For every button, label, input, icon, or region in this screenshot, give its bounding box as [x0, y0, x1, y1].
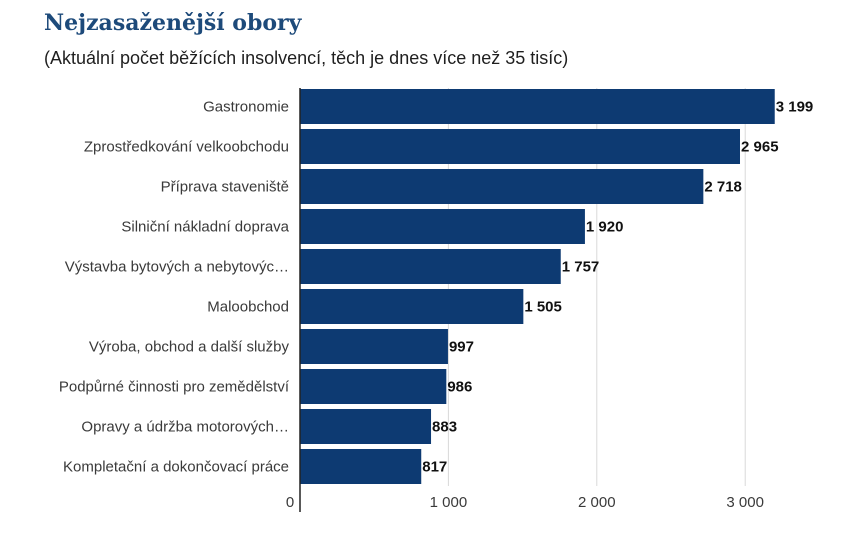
category-labels: Gastronomie Zprostředkování velkoobchodu P…: [59, 99, 290, 476]
value-labels: 3 199 2 965 2 718 1 920 1 757 1 505 997 986 883 8…: [422, 99, 813, 476]
value-label: 997: [449, 339, 474, 356]
category-label: Příprava staveniště: [161, 179, 289, 196]
value-label: 3 199: [776, 99, 814, 116]
bar: [300, 209, 585, 244]
bar: [300, 409, 432, 444]
value-label: 1 920: [586, 219, 624, 236]
bar: [300, 369, 447, 404]
category-label: Zprostředkování velkoobchodu: [84, 139, 289, 156]
bar: [300, 169, 704, 204]
category-label: Maloobchod: [207, 299, 289, 316]
x-tick-label: 3 000: [726, 494, 764, 511]
bar: [300, 329, 448, 364]
bar: [300, 89, 775, 124]
value-label: 883: [432, 419, 457, 436]
chart-title: Nejzasaženější obory: [44, 10, 302, 36]
bar: [300, 249, 561, 284]
bar: [300, 129, 741, 164]
value-label: 817: [422, 459, 447, 476]
value-label: 1 757: [562, 259, 600, 276]
x-tick-label: 0: [286, 494, 294, 511]
category-label: Podpůrné činnosti pro zemědělství: [59, 379, 290, 396]
x-tick-label: 1 000: [430, 494, 468, 511]
category-label: Výstavba bytových a nebytovýc…: [65, 259, 289, 276]
x-tick-label: 2 000: [578, 494, 616, 511]
value-label: 2 718: [704, 179, 742, 196]
x-axis-ticks: 0 1 000 2 000 3 000: [286, 494, 764, 511]
bar: [300, 289, 524, 324]
bar: [300, 449, 422, 484]
category-label: Opravy a údržba motorových…: [81, 419, 289, 436]
category-label: Výroba, obchod a další služby: [89, 339, 290, 356]
value-label: 1 505: [524, 299, 562, 316]
value-label: 986: [447, 379, 472, 396]
category-label: Kompletační a dokončovací práce: [63, 459, 289, 476]
category-label: Gastronomie: [203, 99, 289, 116]
value-label: 2 965: [741, 139, 779, 156]
bars: [300, 89, 775, 484]
category-label: Silniční nákladní doprava: [121, 219, 289, 236]
chart-subtitle: (Aktuální počet běžících insolvencí, těc…: [44, 48, 569, 68]
